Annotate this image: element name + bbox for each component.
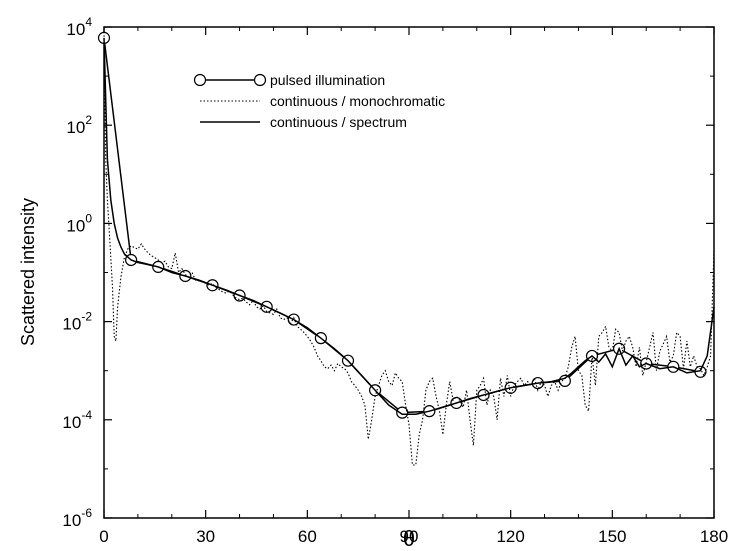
series-layer bbox=[97, 31, 715, 466]
x-tick-label: 0 bbox=[99, 527, 108, 546]
legend-marker bbox=[253, 73, 267, 87]
legend-label: pulsed illumination bbox=[270, 72, 385, 88]
y-axis-title: Scattered intensity bbox=[18, 198, 38, 346]
legend: pulsed illumination continuous / monochro… bbox=[193, 72, 445, 130]
x-tick-label: 120 bbox=[496, 527, 524, 546]
y-tick-label: 100 bbox=[66, 211, 92, 235]
y-tick-label: 104 bbox=[66, 15, 92, 39]
data-point-pulsed-illumination bbox=[396, 406, 409, 419]
legend-marker bbox=[193, 73, 207, 87]
legend-label: continuous / monochromatic bbox=[270, 93, 445, 109]
x-tick-label: 180 bbox=[700, 527, 728, 546]
y-tick-label: 102 bbox=[66, 113, 92, 137]
x-tick-label: 60 bbox=[298, 527, 317, 546]
y-tick-label: 10-4 bbox=[62, 408, 92, 432]
x-tick-label: 150 bbox=[598, 527, 626, 546]
series-line-continuous-spectrum bbox=[103, 37, 715, 415]
axis-ticks: 0 30 60 90 120 150 180 10-6 10-4 10-2 100 102 104 bbox=[62, 15, 728, 546]
legend-label: continuous / spectrum bbox=[270, 114, 407, 130]
data-point-pulsed-illumination bbox=[558, 374, 571, 387]
y-tick-label: 10-6 bbox=[62, 506, 92, 530]
x-tick-label: 90 bbox=[400, 527, 419, 546]
x-tick-label: 30 bbox=[196, 527, 215, 546]
x-axis-title: θ bbox=[403, 526, 415, 551]
y-tick-label: 10-2 bbox=[62, 310, 92, 334]
